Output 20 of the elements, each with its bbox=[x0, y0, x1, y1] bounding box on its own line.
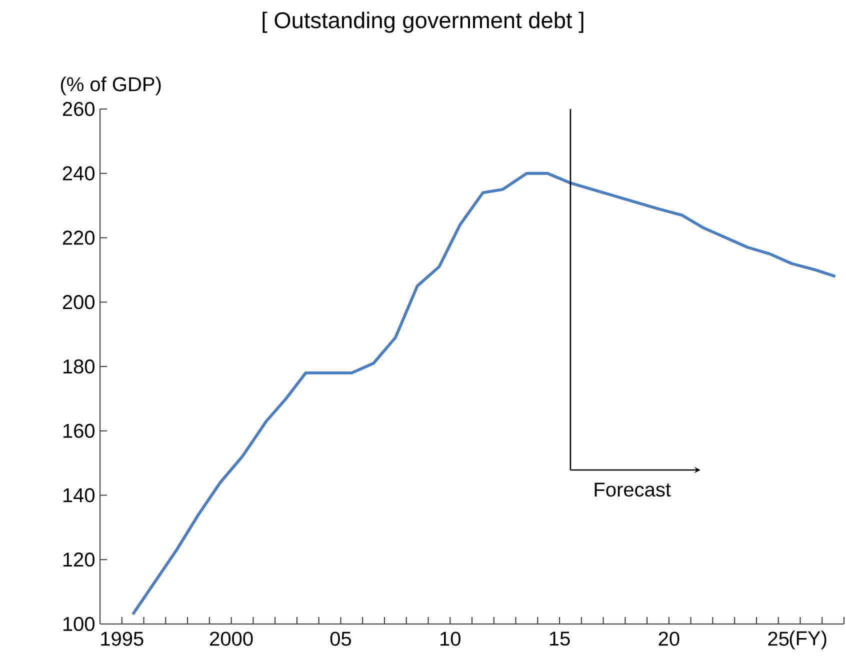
x-tick-label: 25 bbox=[768, 632, 789, 646]
x-axis-title: (FY) bbox=[790, 630, 826, 650]
ref-line-label: Forecast bbox=[594, 482, 671, 497]
y-tick-label: 240 bbox=[62, 166, 94, 180]
y-tick-label: 260 bbox=[62, 102, 94, 116]
chart-title: [ Outstanding government debt ] bbox=[262, 12, 584, 33]
x-tick-label: 05 bbox=[330, 632, 351, 646]
x-tick-label: 2000 bbox=[210, 632, 253, 646]
y-tick-label: 180 bbox=[63, 359, 94, 374]
y-tick-label: 220 bbox=[62, 230, 94, 245]
y-tick-label: 120 bbox=[63, 552, 94, 567]
y-tick-label: 160 bbox=[63, 424, 94, 438]
x-tick-label: 15 bbox=[550, 632, 570, 646]
x-tick-label: 20 bbox=[658, 632, 680, 646]
y-axis-title: (% of GDP) bbox=[60, 76, 161, 96]
y-tick-label: 100 bbox=[63, 616, 94, 632]
x-tick-label: 1995 bbox=[101, 632, 144, 646]
x-tick-label: 10 bbox=[440, 632, 460, 646]
y-tick-label: 140 bbox=[63, 488, 94, 502]
y-tick-label: 200 bbox=[62, 295, 94, 310]
